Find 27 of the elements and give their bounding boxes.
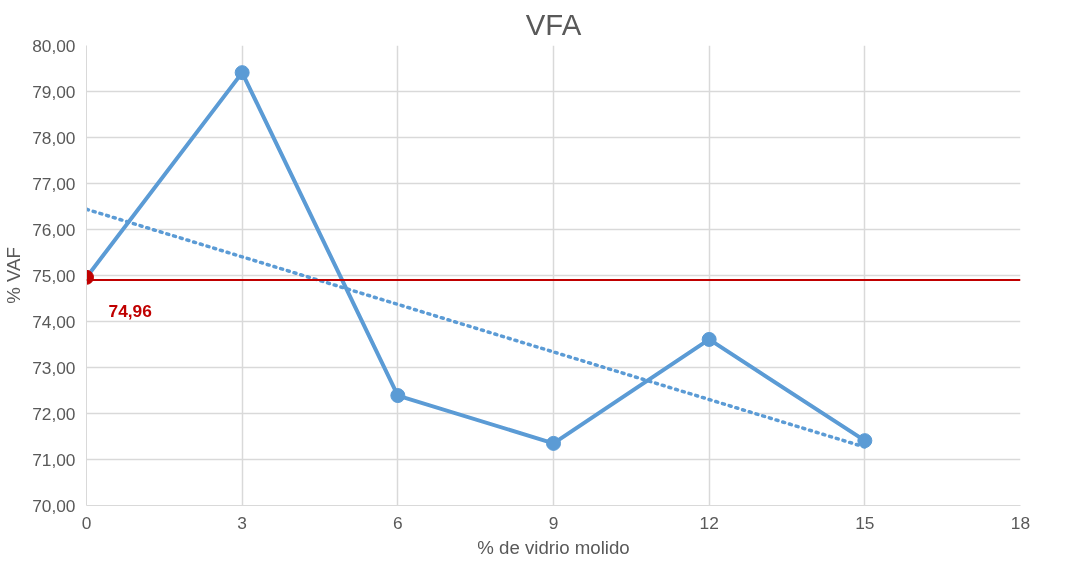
point — [390, 388, 406, 404]
x-tick-label: 18 — [1010, 512, 1031, 533]
y-tick-label: 78,00 — [32, 127, 76, 148]
x-tick-label: 9 — [548, 512, 559, 533]
y-tick-label: 79,00 — [32, 81, 76, 102]
y-axis-title: % VAF — [3, 247, 25, 304]
x-tick-label: 3 — [237, 512, 247, 533]
y-tick-label: 77,00 — [32, 173, 76, 194]
y-tick-label: 76,00 — [32, 219, 76, 240]
y-tick-label: 75,00 — [32, 265, 76, 286]
chart-title: VFA — [525, 7, 582, 41]
y-tick-label: 70,00 — [32, 495, 76, 516]
x-tick-label: 12 — [699, 512, 719, 533]
point — [234, 65, 250, 81]
data-label: 74,96 — [108, 301, 153, 322]
y-tick-label: 71,00 — [32, 449, 76, 470]
y-tick-label: 80,00 — [32, 35, 76, 56]
x-tick-label: 0 — [81, 512, 92, 533]
point — [546, 435, 561, 451]
y-tick-label: 74,00 — [32, 311, 76, 332]
x-axis-title: % de vidrio molido — [477, 536, 630, 558]
x-tick-label: 6 — [393, 512, 403, 533]
y-tick-label: 73,00 — [32, 357, 76, 378]
y-tick-label: 72,00 — [32, 403, 76, 424]
x-tick-label: 15 — [855, 512, 875, 533]
point — [857, 433, 873, 449]
point — [701, 331, 717, 347]
